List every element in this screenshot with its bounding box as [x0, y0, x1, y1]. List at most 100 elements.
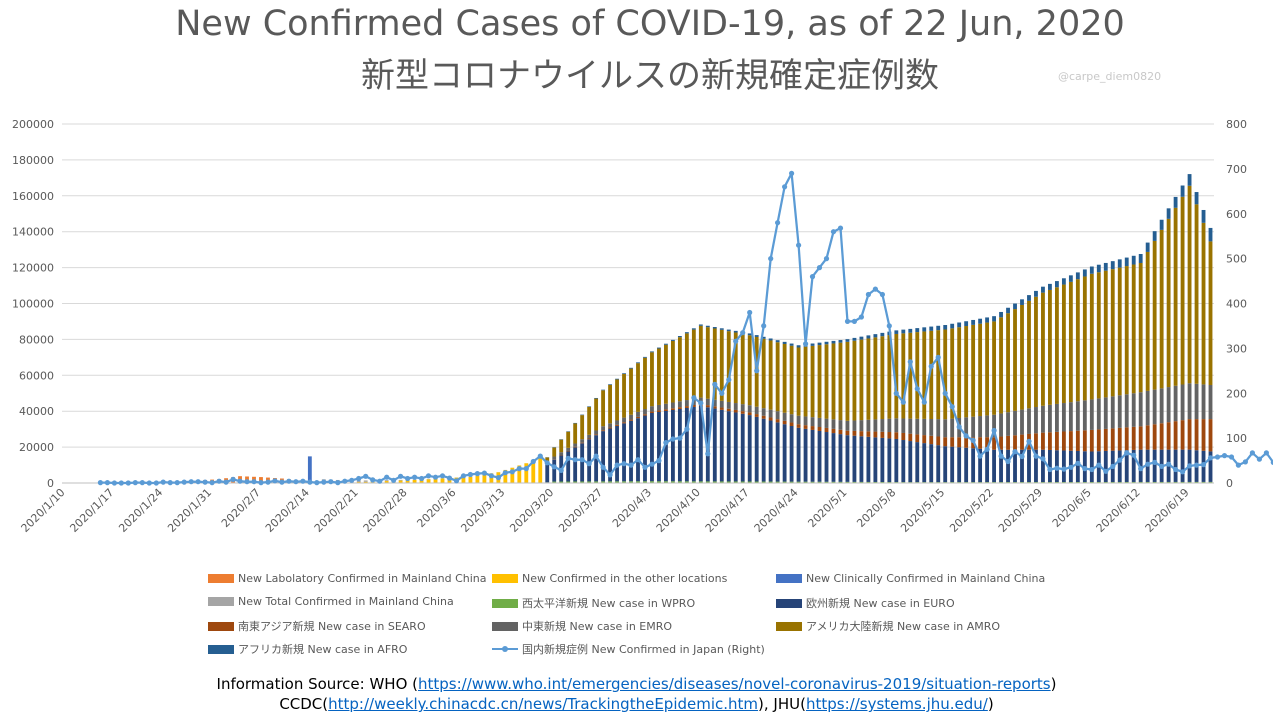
- bar-segment: [726, 408, 731, 412]
- x-tick-label: 2020/1/24: [116, 486, 165, 535]
- japan-point: [97, 480, 103, 486]
- japan-point: [1068, 464, 1074, 470]
- bar-segment: [887, 438, 892, 483]
- bar-segment: [1187, 383, 1192, 420]
- bar-segment: [601, 430, 606, 432]
- bar-segment: [1124, 481, 1129, 483]
- bar-segment: [796, 481, 801, 483]
- bar-segment: [657, 347, 661, 349]
- japan-point: [1026, 438, 1032, 444]
- japan-point: [1047, 466, 1053, 473]
- source-prefix: Information Source: WHO (: [216, 675, 418, 693]
- bar-segment: [873, 437, 878, 482]
- bar-segment: [789, 422, 794, 426]
- bar-segment: [915, 442, 920, 483]
- japan-point: [1180, 469, 1186, 475]
- bar-segment: [1048, 289, 1052, 405]
- bar-segment: [1194, 204, 1199, 384]
- legend-item: 西太平洋新規 New case in WPRO: [492, 595, 695, 611]
- bar-segment: [922, 443, 927, 483]
- bar-segment: [719, 400, 724, 408]
- bar-segment: [1006, 449, 1010, 483]
- bar-segment: [1138, 426, 1143, 450]
- bar-segment: [768, 420, 773, 482]
- bar-segment: [684, 481, 689, 483]
- bar-segment: [1180, 481, 1185, 483]
- japan-point: [726, 377, 732, 383]
- bar-segment: [1173, 385, 1178, 422]
- y-right-tick-label: 500: [1226, 253, 1247, 266]
- x-tick-label: 2020/1/31: [165, 486, 214, 535]
- bar-segment: [608, 384, 612, 424]
- bar-segment: [684, 400, 689, 407]
- bar-segment: [957, 437, 962, 448]
- legend-swatch: [492, 574, 518, 583]
- bar-segment: [782, 424, 787, 482]
- bar-segment: [1124, 266, 1129, 395]
- bar-segment: [615, 420, 619, 425]
- bar-segment: [929, 444, 934, 483]
- japan-point: [977, 453, 983, 459]
- japan-point: [600, 464, 606, 470]
- bar-segment: [1131, 264, 1136, 394]
- japan-point: [754, 368, 760, 374]
- legend-line-swatch: [492, 644, 518, 654]
- bar-segment: [726, 481, 731, 483]
- bar-segment: [1138, 262, 1143, 393]
- bar-segment: [1068, 431, 1073, 451]
- japan-point: [1124, 450, 1130, 456]
- legend-label: New Clinically Confirmed in Mainland Chi…: [806, 572, 1046, 585]
- japan-point: [474, 471, 480, 477]
- bar-segment: [552, 456, 557, 460]
- legend-swatch: [208, 574, 234, 583]
- bar-segment: [363, 481, 368, 483]
- legend-swatch: [208, 621, 234, 631]
- ccdc-link[interactable]: http://weekly.chinacdc.cn/news/Trackingt…: [328, 695, 759, 713]
- bar-segment: [817, 345, 822, 418]
- bar-segment: [978, 416, 983, 438]
- bar-segment: [698, 481, 703, 483]
- bar-segment: [943, 446, 948, 483]
- legend-label: 西太平洋新規 New case in WPRO: [522, 597, 696, 610]
- bar-segment: [712, 327, 717, 329]
- bar-segment: [1208, 241, 1213, 385]
- japan-point: [1110, 463, 1116, 469]
- bar-segment: [670, 339, 675, 341]
- x-tick-label: 2020/5/15: [898, 486, 947, 535]
- japan-point: [1145, 461, 1151, 467]
- who-link[interactable]: https://www.who.int/emergencies/diseases…: [418, 675, 1051, 693]
- bar-segment: [650, 413, 654, 482]
- bar-segment: [643, 357, 647, 410]
- bar-segment: [761, 418, 766, 482]
- japan-point: [1131, 452, 1137, 458]
- bar-segment: [908, 332, 913, 419]
- bar-segment: [733, 412, 738, 482]
- japan-point: [530, 458, 536, 465]
- bar-segment: [1048, 404, 1052, 433]
- japan-point: [621, 461, 627, 467]
- bar-segment: [887, 418, 892, 433]
- japan-point: [356, 475, 362, 482]
- japan-point: [949, 404, 955, 410]
- bar-segment: [719, 409, 724, 482]
- bar-segment: [1124, 450, 1129, 482]
- bar-segment: [740, 333, 745, 405]
- japan-point: [488, 473, 494, 479]
- bar-segment: [873, 337, 878, 420]
- japan-point: [823, 256, 830, 262]
- chart-legend: New Labolatory Confirmed in Mainland Chi…: [208, 572, 1068, 662]
- bar-segment: [1027, 295, 1031, 301]
- jhu-link[interactable]: https://systems.jhu.edu/: [805, 695, 988, 713]
- japan-point: [439, 473, 446, 479]
- bar-segment: [1173, 481, 1178, 483]
- japan-point: [782, 184, 788, 190]
- japan-point: [1249, 450, 1255, 456]
- bar-segment: [461, 477, 466, 483]
- bar-segment: [775, 411, 780, 420]
- bar-segment: [1173, 196, 1178, 208]
- watermark: @carpe_diem0820: [1058, 70, 1162, 83]
- japan-point: [1235, 462, 1241, 468]
- bar-segment: [580, 443, 585, 482]
- bar-segment: [573, 481, 578, 483]
- bar-segment: [950, 418, 955, 438]
